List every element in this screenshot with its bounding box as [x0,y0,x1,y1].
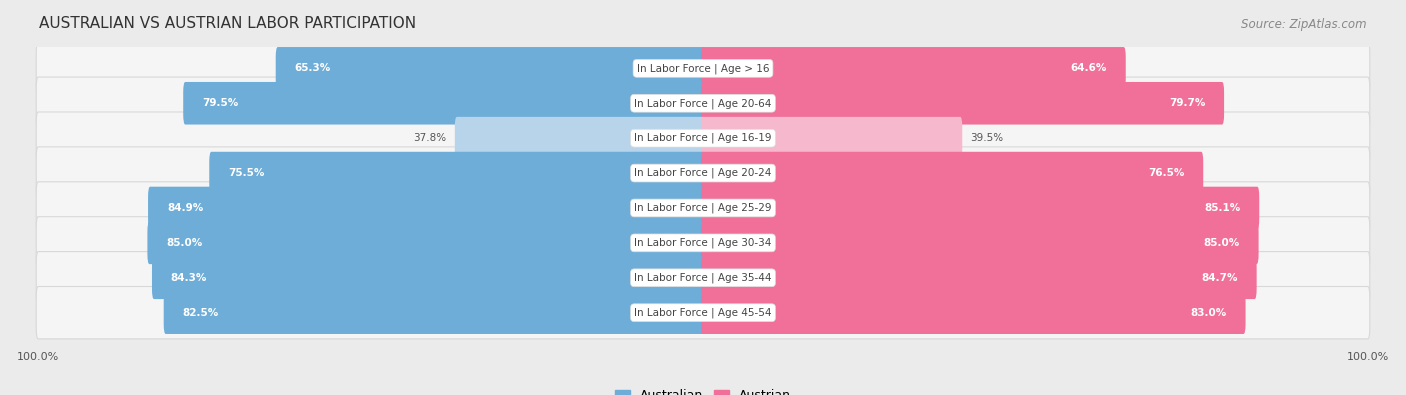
Text: In Labor Force | Age 25-29: In Labor Force | Age 25-29 [634,203,772,213]
FancyBboxPatch shape [152,256,704,299]
Text: 82.5%: 82.5% [183,308,219,318]
Text: 85.1%: 85.1% [1204,203,1240,213]
Text: In Labor Force | Age 20-24: In Labor Force | Age 20-24 [634,168,772,178]
FancyBboxPatch shape [37,77,1369,130]
FancyBboxPatch shape [37,217,1369,269]
Text: 79.7%: 79.7% [1168,98,1205,108]
FancyBboxPatch shape [702,152,1204,194]
Text: 64.6%: 64.6% [1070,63,1107,73]
FancyBboxPatch shape [37,182,1369,234]
FancyBboxPatch shape [37,147,1369,199]
FancyBboxPatch shape [702,117,962,160]
Text: In Labor Force | Age 20-64: In Labor Force | Age 20-64 [634,98,772,109]
FancyBboxPatch shape [209,152,704,194]
Text: 84.7%: 84.7% [1201,273,1237,283]
FancyBboxPatch shape [37,112,1369,164]
FancyBboxPatch shape [702,47,1126,90]
FancyBboxPatch shape [276,47,704,90]
FancyBboxPatch shape [148,222,704,264]
Text: Source: ZipAtlas.com: Source: ZipAtlas.com [1241,18,1367,31]
Text: 76.5%: 76.5% [1147,168,1184,178]
Text: 84.9%: 84.9% [167,203,204,213]
FancyBboxPatch shape [37,252,1369,304]
FancyBboxPatch shape [702,292,1246,334]
Text: 79.5%: 79.5% [202,98,239,108]
Text: 39.5%: 39.5% [970,133,1004,143]
Text: In Labor Force | Age 16-19: In Labor Force | Age 16-19 [634,133,772,143]
FancyBboxPatch shape [163,292,704,334]
FancyBboxPatch shape [702,187,1260,229]
Text: 75.5%: 75.5% [228,168,264,178]
Text: AUSTRALIAN VS AUSTRIAN LABOR PARTICIPATION: AUSTRALIAN VS AUSTRIAN LABOR PARTICIPATI… [39,16,416,31]
Text: 65.3%: 65.3% [295,63,330,73]
Text: In Labor Force | Age 30-34: In Labor Force | Age 30-34 [634,238,772,248]
Text: 83.0%: 83.0% [1191,308,1226,318]
Text: In Labor Force | Age > 16: In Labor Force | Age > 16 [637,63,769,73]
FancyBboxPatch shape [183,82,704,124]
FancyBboxPatch shape [702,82,1225,124]
FancyBboxPatch shape [37,286,1369,339]
FancyBboxPatch shape [454,117,704,160]
FancyBboxPatch shape [702,256,1257,299]
Text: In Labor Force | Age 45-54: In Labor Force | Age 45-54 [634,307,772,318]
Text: 85.0%: 85.0% [1204,238,1240,248]
Text: In Labor Force | Age 35-44: In Labor Force | Age 35-44 [634,273,772,283]
FancyBboxPatch shape [148,187,704,229]
Text: 85.0%: 85.0% [166,238,202,248]
Text: 84.3%: 84.3% [172,273,207,283]
FancyBboxPatch shape [702,222,1258,264]
FancyBboxPatch shape [37,42,1369,94]
Text: 37.8%: 37.8% [413,133,447,143]
Legend: Australian, Austrian: Australian, Austrian [610,384,796,395]
